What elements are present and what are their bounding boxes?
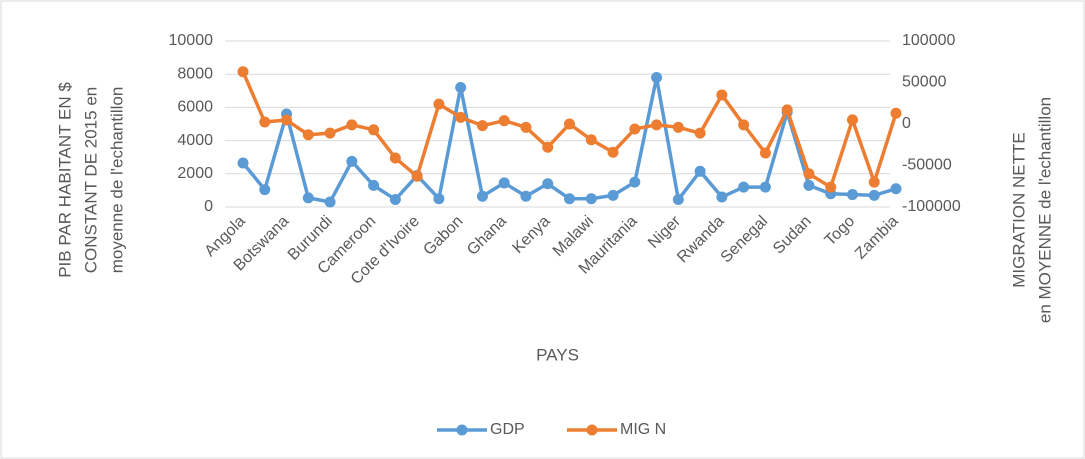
point <box>825 181 837 193</box>
point <box>694 165 706 177</box>
point <box>520 121 532 133</box>
point <box>607 189 619 201</box>
point <box>803 168 815 180</box>
point <box>346 155 358 167</box>
point <box>324 127 336 139</box>
point <box>868 189 880 201</box>
y-axis-title: moyenne de l'echantillon <box>107 87 126 274</box>
point <box>629 176 641 188</box>
point <box>237 66 249 78</box>
point <box>694 127 706 139</box>
point <box>672 194 684 206</box>
point <box>868 176 880 188</box>
y2-axis-title: MIGRATION NETTE <box>1009 132 1028 288</box>
y-tick-label: 6000 <box>177 99 213 116</box>
y-axis-title: PIB PAR HABITANT EN $ <box>55 82 74 278</box>
y-tick-label: 4000 <box>177 132 213 149</box>
legend-label: GDP <box>490 421 525 438</box>
y2-tick-label: -100000 <box>902 198 961 215</box>
legend-marker <box>456 424 468 436</box>
point <box>346 119 358 131</box>
point <box>520 190 532 202</box>
point <box>585 193 597 205</box>
point <box>629 123 641 135</box>
y2-tick-label: 50000 <box>902 74 947 91</box>
point <box>716 191 728 203</box>
point <box>455 111 467 123</box>
point <box>890 183 902 195</box>
point <box>476 120 488 132</box>
point <box>433 98 445 110</box>
y-axis-title: CONSTANT DE 2015 en <box>81 87 100 273</box>
y-tick-label: 10000 <box>169 32 214 49</box>
point <box>542 141 554 153</box>
point <box>564 193 575 205</box>
point <box>672 121 684 133</box>
point <box>781 104 793 116</box>
point <box>455 81 467 93</box>
y-tick-label: 0 <box>204 198 213 215</box>
y2-tick-label: 100000 <box>902 32 955 49</box>
point <box>259 116 271 128</box>
y-tick-label: 2000 <box>177 165 213 182</box>
point <box>281 114 293 126</box>
point <box>433 193 445 205</box>
legend: GDP MIG N <box>437 421 666 438</box>
point <box>759 147 771 159</box>
point <box>759 181 771 193</box>
point <box>324 196 336 208</box>
point <box>738 181 750 193</box>
point <box>259 184 271 196</box>
point <box>498 177 510 189</box>
point <box>368 124 380 136</box>
point <box>716 89 728 101</box>
point <box>411 170 423 182</box>
x-axis-title: PAYS <box>536 345 579 364</box>
point <box>368 179 380 191</box>
point <box>564 118 575 130</box>
point <box>803 179 815 191</box>
legend-label: MIG N <box>620 421 666 438</box>
point <box>302 129 314 141</box>
point <box>302 192 314 204</box>
y2-axis-title: en MOYENNE de l'echantillon <box>1035 97 1054 323</box>
point <box>651 72 663 84</box>
y2-tick-label: 0 <box>902 115 911 132</box>
point <box>651 119 663 131</box>
point <box>498 115 510 127</box>
point <box>846 114 858 126</box>
point <box>237 157 249 169</box>
point <box>585 134 597 146</box>
point <box>738 119 750 131</box>
legend-marker <box>586 424 598 436</box>
point <box>476 190 488 202</box>
point <box>607 146 619 158</box>
point <box>542 178 554 190</box>
y-tick-label: 8000 <box>177 65 213 82</box>
point <box>890 107 902 119</box>
point <box>389 194 401 206</box>
y2-tick-label: -50000 <box>902 157 952 174</box>
point <box>389 152 401 164</box>
point <box>846 189 858 201</box>
